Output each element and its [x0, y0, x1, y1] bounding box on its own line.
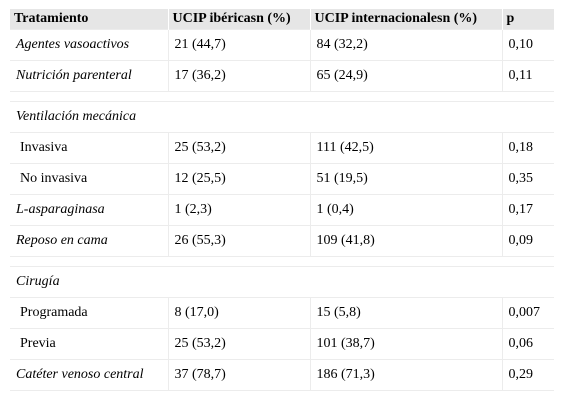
table-row: L-asparaginasa 1 (2,3) 1 (0,4) 0,17 — [10, 194, 554, 226]
cell: 25 (53,2) — [168, 132, 311, 164]
cell: 21 (44,7) — [168, 29, 311, 61]
cell: 0,18 — [502, 132, 554, 164]
header-cell: UCIP ibéricasn (%) — [168, 9, 311, 30]
row-label: Invasiva — [10, 132, 169, 164]
table-row: Agentes vasoactivos 21 (44,7) 84 (32,2) 0,1… — [10, 29, 554, 61]
table-row: Cirugía — [10, 266, 554, 298]
cell: 111 (42,5) — [310, 132, 503, 164]
row-label: No invasiva — [10, 163, 169, 195]
row-label: Cirugía — [10, 266, 554, 298]
table-row: Catéter venoso central 37 (78,7) 186 (71,3… — [10, 359, 554, 391]
row-label: Programada — [10, 297, 169, 329]
cell: 12 (25,5) — [168, 163, 311, 195]
cell: 1 (0,4) — [310, 194, 503, 226]
header-cell: p — [502, 9, 555, 30]
header-row: Tratamiento UCIP ibéricasn (%) UCIP intern… — [10, 9, 555, 30]
row-label: Previa — [10, 328, 169, 360]
cell: 0,06 — [502, 328, 554, 360]
cell: 0,17 — [502, 194, 554, 226]
cell: 0,09 — [502, 225, 554, 257]
cell: 0,10 — [502, 29, 554, 61]
cell: 25 (53,2) — [168, 328, 311, 360]
cell: 26 (55,3) — [168, 225, 311, 257]
cell: 15 (5,8) — [310, 297, 503, 329]
cell: 8 (17,0) — [168, 297, 311, 329]
table-row: Reposo en cama 26 (55,3) 109 (41,8) 0,09 — [10, 225, 554, 257]
row-label: Nutrición parenteral — [10, 60, 169, 92]
table-row: Ventilación mecánica — [10, 101, 554, 133]
cell: 17 (36,2) — [168, 60, 311, 92]
data-table: Tratamiento UCIP ibéricasn (%) UCIP intern… — [10, 9, 555, 391]
cell: 0,007 — [502, 297, 554, 329]
spacer-row — [10, 91, 554, 102]
cell: 0,11 — [502, 60, 554, 92]
header-cell: UCIP internacionalesn (%) — [310, 9, 503, 30]
cell: 109 (41,8) — [310, 225, 503, 257]
table-row: Previa 25 (53,2) 101 (38,7) 0,06 — [10, 328, 554, 360]
table-row: No invasiva 12 (25,5) 51 (19,5) 0,35 — [10, 163, 554, 195]
cell: 37 (78,7) — [168, 359, 311, 391]
header-cell: Tratamiento — [10, 9, 169, 30]
row-label: Catéter venoso central — [10, 359, 169, 391]
table-row: Programada 8 (17,0) 15 (5,8) 0,007 — [10, 297, 554, 329]
table-row: Nutrición parenteral 17 (36,2) 65 (24,9) 0,… — [10, 60, 554, 92]
cell: 0,29 — [502, 359, 554, 391]
cell: 186 (71,3) — [310, 359, 503, 391]
table-body: Agentes vasoactivos 21 (44,7) 84 (32,2) 0,1… — [10, 29, 554, 391]
cell: 65 (24,9) — [310, 60, 503, 92]
spacer-cell — [10, 91, 554, 102]
row-label: Ventilación mecánica — [10, 101, 554, 133]
row-label: Agentes vasoactivos — [10, 29, 169, 61]
cell: 101 (38,7) — [310, 328, 503, 360]
cell: 1 (2,3) — [168, 194, 311, 226]
table-row: Invasiva 25 (53,2) 111 (42,5) 0,18 — [10, 132, 554, 164]
spacer-row — [10, 256, 554, 267]
cell: 0,35 — [502, 163, 554, 195]
cell: 51 (19,5) — [310, 163, 503, 195]
row-label: Reposo en cama — [10, 225, 169, 257]
spacer-cell — [10, 256, 554, 267]
row-label: L-asparaginasa — [10, 194, 169, 226]
cell: 84 (32,2) — [310, 29, 503, 61]
